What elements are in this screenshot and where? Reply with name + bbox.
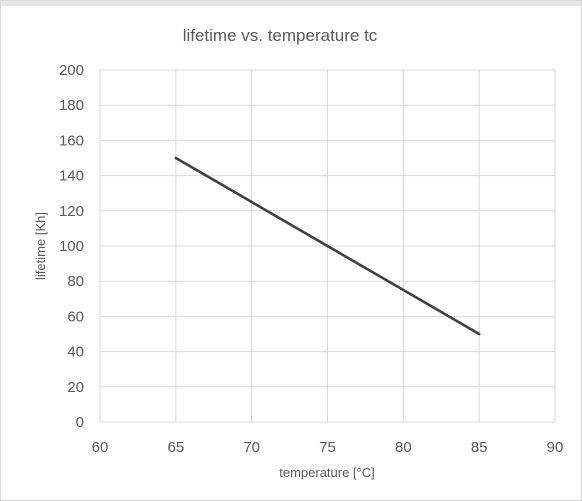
- x-tick-label: 70: [243, 439, 260, 456]
- x-tick-labels: 60 65 70 75 80 85 90: [92, 439, 564, 456]
- y-tick-label: 0: [76, 414, 84, 431]
- x-tick-label: 90: [547, 439, 564, 456]
- y-tick-label: 20: [67, 379, 84, 396]
- y-tick-label: 100: [59, 238, 84, 255]
- series-line: [174, 156, 481, 336]
- x-axis-title: temperature [°C]: [279, 465, 375, 480]
- x-tick-label: 60: [92, 439, 109, 456]
- y-tick-label: 140: [59, 168, 84, 185]
- x-tick-label: 65: [167, 439, 184, 456]
- y-tick-labels: 0 20 40 60 80 100 120 140 160 180 200: [59, 62, 84, 431]
- y-tick-label: 200: [59, 62, 84, 79]
- y-tick-label: 60: [67, 308, 84, 325]
- y-axis-title: lifetime [Kh]: [33, 212, 48, 280]
- y-tick-label: 160: [59, 132, 84, 149]
- top-border: [1, 1, 581, 6]
- y-tick-label: 120: [59, 203, 84, 220]
- x-tick-label: 75: [319, 439, 336, 456]
- series-lines: [174, 156, 481, 336]
- chart-title: lifetime vs. temperature tc: [183, 26, 378, 45]
- x-tick-label: 85: [471, 439, 488, 456]
- x-tick-label: 80: [395, 439, 412, 456]
- y-tick-label: 40: [67, 344, 84, 361]
- y-tick-label: 80: [67, 273, 84, 290]
- y-tick-label: 180: [59, 97, 84, 114]
